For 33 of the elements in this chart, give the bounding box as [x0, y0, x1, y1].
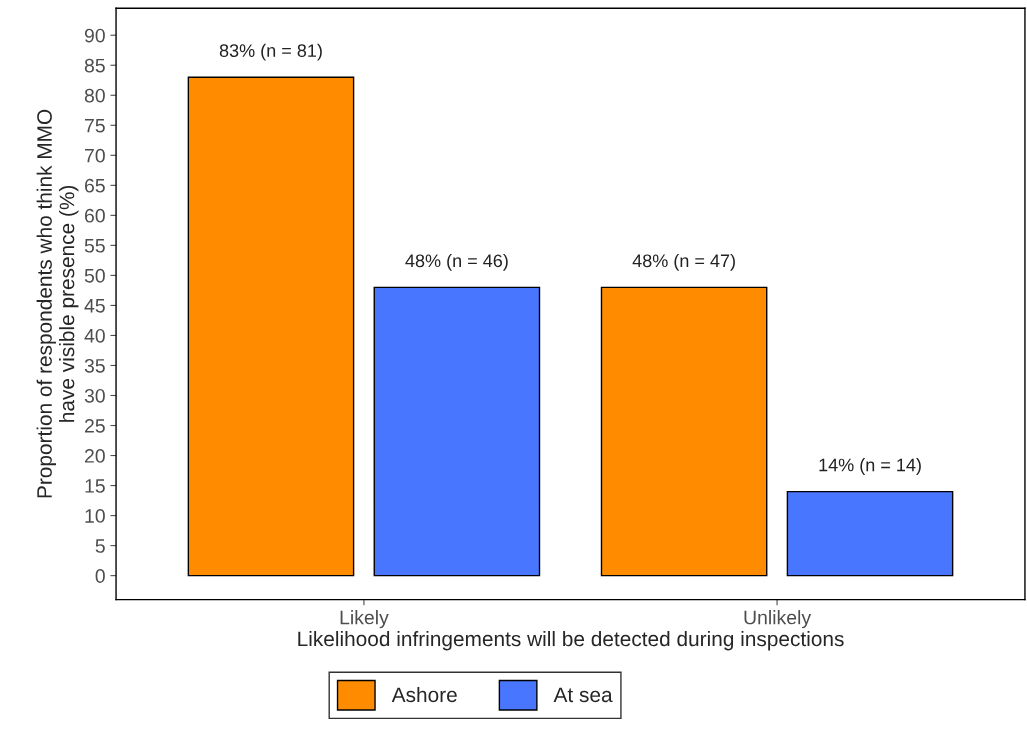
x-axis-title: Likelihood infringements will be detected during inspections — [298, 630, 844, 651]
y-tick-label: 25 — [84, 418, 105, 433]
y-tick-label: 70 — [85, 148, 105, 163]
y-tick-label: 20 — [84, 449, 105, 463]
bar — [373, 286, 541, 577]
y-tick-label: 0 — [95, 569, 105, 583]
bar — [786, 490, 954, 577]
y-tick-label: 65 — [85, 178, 105, 193]
data-label: 48% (n = 46) — [405, 253, 508, 271]
y-axis-title: Proportion of respondents who think MMO have visible presence (%) — [36, 109, 79, 498]
x-tick-label: Likely — [340, 610, 389, 629]
y-tick-label: 30 — [84, 388, 105, 403]
bar — [187, 76, 355, 577]
data-label: 14% (n = 14) — [819, 458, 921, 475]
x-tick-label: Unlikely — [744, 610, 812, 629]
legend-label: Ashore — [391, 686, 457, 703]
y-tick-label: 75 — [85, 118, 105, 133]
y-tick-label: 80 — [84, 88, 105, 103]
y-tick-label: 10 — [85, 509, 105, 523]
y-tick-label: 15 — [85, 479, 105, 493]
bar — [600, 286, 768, 577]
legend-label: At sea — [553, 687, 613, 703]
y-tick-label: 45 — [84, 299, 105, 313]
data-label: 83% (n = 81) — [219, 43, 322, 61]
y-tick-label: 50 — [84, 268, 105, 283]
y-tick-label: 85 — [84, 58, 105, 73]
y-tick-label: 60 — [85, 208, 105, 223]
data-label: 48% (n = 47) — [632, 253, 735, 271]
y-tick-label: 35 — [84, 358, 105, 373]
y-tick-label: 40 — [84, 328, 105, 343]
y-tick-label: 55 — [84, 239, 105, 253]
y-tick-label: 90 — [84, 28, 105, 43]
y-tick-label: 5 — [95, 539, 105, 553]
